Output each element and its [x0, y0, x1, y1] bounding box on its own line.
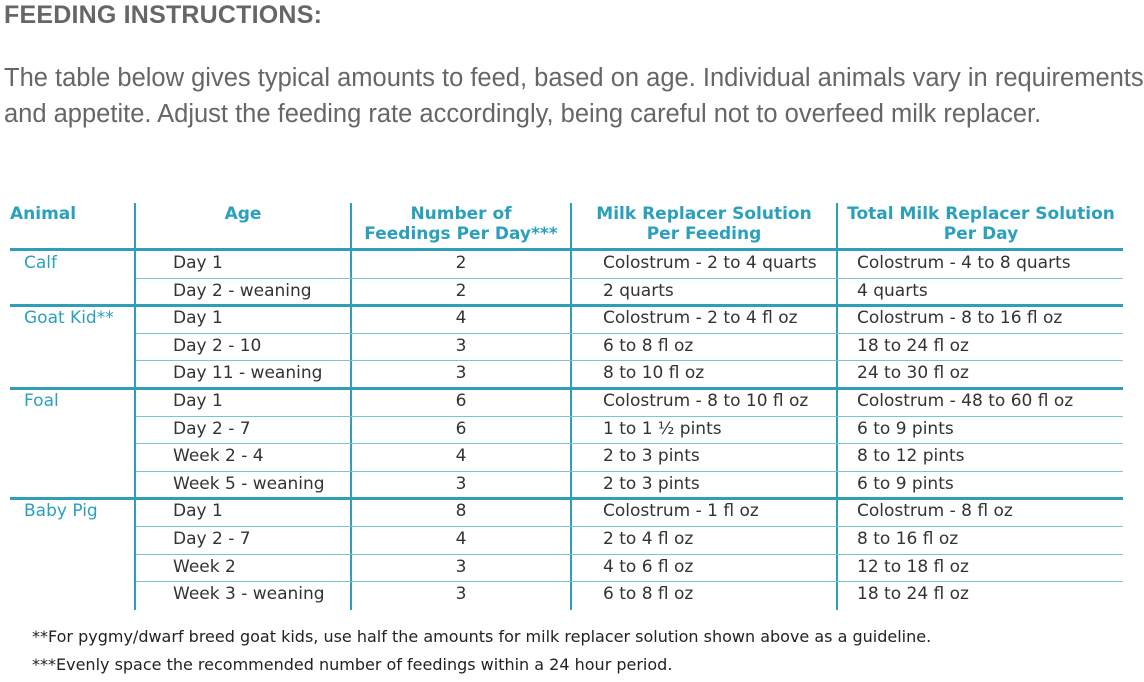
cell-age: Day 1 — [173, 501, 223, 522]
cell-per-feeding: 8 to 10 fl oz — [603, 363, 705, 384]
cell-feedings: 3 — [455, 335, 467, 356]
cell-per-feeding: 2 to 3 pints — [603, 473, 700, 494]
cell-age: Week 2 - 4 — [173, 446, 264, 467]
column-divider — [350, 203, 352, 610]
cell-feedings: 3 — [455, 473, 467, 494]
cell-feedings: 8 — [455, 501, 467, 522]
cell-age: Week 3 - weaning — [173, 584, 325, 605]
cell-feedings: 6 — [455, 391, 467, 411]
header-per-feeding-line1: Milk Replacer Solution — [596, 204, 812, 224]
cell-feedings: 4 — [455, 446, 467, 467]
row-rule — [136, 277, 1123, 279]
cell-feedings: 3 — [455, 556, 467, 577]
cell-per-day: 8 to 12 pints — [857, 446, 965, 467]
header-feedings: Number of Feedings Per Day*** — [352, 204, 570, 244]
header-per-day-line1: Total Milk Replacer Solution — [847, 204, 1115, 224]
group-rule — [10, 387, 1123, 390]
cell-per-feeding: 6 to 8 fl oz — [603, 335, 694, 356]
intro-paragraph: The table below gives typical amounts to… — [4, 64, 1144, 128]
cell-age: Week 2 — [173, 556, 236, 577]
cell-per-day: 18 to 24 fl oz — [857, 335, 969, 356]
cell-per-day: Colostrum - 4 to 8 quarts — [857, 253, 1071, 273]
cell-per-day: 18 to 24 fl oz — [857, 584, 969, 605]
header-per-feeding: Milk Replacer Solution Per Feeding — [572, 204, 836, 244]
cell-per-feeding: Colostrum - 2 to 4 quarts — [603, 253, 817, 273]
cell-feedings: 3 — [455, 584, 467, 605]
cell-per-day: 8 to 16 fl oz — [857, 529, 959, 549]
cell-feedings: 6 — [455, 418, 467, 439]
row-rule — [136, 443, 1123, 445]
cell-per-feeding: 2 to 4 fl oz — [603, 529, 694, 549]
row-rule — [136, 581, 1123, 583]
cell-animal: Goat Kid** — [24, 308, 114, 329]
cell-per-day: Colostrum - 48 to 60 fl oz — [857, 391, 1074, 411]
header-per-day: Total Milk Replacer Solution Per Day — [838, 204, 1124, 244]
cell-age: Day 1 — [173, 308, 223, 329]
cell-per-feeding: 2 quarts — [603, 280, 674, 301]
cell-animal: Foal — [24, 391, 59, 411]
header-feedings-line1: Number of — [410, 204, 512, 224]
cell-per-day: 24 to 30 fl oz — [857, 363, 969, 384]
cell-per-feeding: Colostrum - 2 to 4 fl oz — [603, 308, 798, 329]
cell-feedings: 3 — [455, 363, 467, 384]
cell-per-feeding: Colostrum - 8 to 10 fl oz — [603, 391, 809, 411]
header-age: Age — [224, 204, 262, 224]
cell-per-day: 12 to 18 fl oz — [857, 556, 969, 577]
cell-animal: Baby Pig — [24, 501, 98, 522]
cell-per-feeding: 2 to 3 pints — [603, 446, 700, 467]
header-animal: Animal — [10, 204, 77, 224]
header-per-feeding-line2: Per Feeding — [646, 224, 762, 244]
cell-per-feeding: 1 to 1 ½ pints — [603, 418, 722, 439]
cell-age: Day 11 - weaning — [173, 363, 323, 384]
footnote-goat: **For pygmy/dwarf breed goat kids, use h… — [32, 627, 932, 646]
cell-age: Day 1 — [173, 391, 223, 411]
cell-per-day: 4 quarts — [857, 280, 928, 301]
footnote-feedings: ***Evenly space the recommended number o… — [32, 655, 673, 674]
cell-feedings: 2 — [455, 280, 467, 301]
cell-per-feeding: 4 to 6 fl oz — [603, 556, 694, 577]
cell-per-feeding: 6 to 8 fl oz — [603, 584, 694, 605]
header-feedings-line2: Feedings Per Day*** — [364, 224, 558, 244]
cell-age: Day 2 - weaning — [173, 280, 312, 301]
cell-age: Day 1 — [173, 253, 223, 273]
row-rule — [136, 553, 1123, 555]
cell-age: Day 2 - 7 — [173, 529, 251, 549]
cell-per-day: Colostrum - 8 to 16 fl oz — [857, 308, 1063, 329]
page-title: FEEDING INSTRUCTIONS: — [4, 1, 323, 29]
cell-animal: Calf — [24, 253, 57, 273]
header-per-day-line2: Per Day — [943, 224, 1019, 244]
cell-per-day: 6 to 9 pints — [857, 418, 954, 439]
cell-feedings: 2 — [455, 253, 467, 273]
column-divider — [836, 203, 838, 610]
cell-per-day: Colostrum - 8 fl oz — [857, 501, 1013, 522]
header-rule — [10, 248, 1123, 251]
cell-feedings: 4 — [455, 308, 467, 329]
cell-per-feeding: Colostrum - 1 fl oz — [603, 501, 759, 522]
cell-age: Week 5 - weaning — [173, 473, 325, 494]
row-rule — [136, 360, 1123, 362]
row-rule — [136, 332, 1123, 334]
cell-per-day: 6 to 9 pints — [857, 473, 954, 494]
column-divider — [570, 203, 572, 610]
cell-age: Day 2 - 7 — [173, 418, 251, 439]
cell-age: Day 2 - 10 — [173, 335, 262, 356]
column-divider — [134, 203, 136, 610]
group-rule — [10, 497, 1123, 501]
cell-feedings: 4 — [455, 529, 467, 549]
group-rule — [10, 304, 1123, 308]
row-rule — [136, 470, 1123, 472]
row-rule — [136, 526, 1123, 527]
row-rule — [136, 415, 1123, 417]
